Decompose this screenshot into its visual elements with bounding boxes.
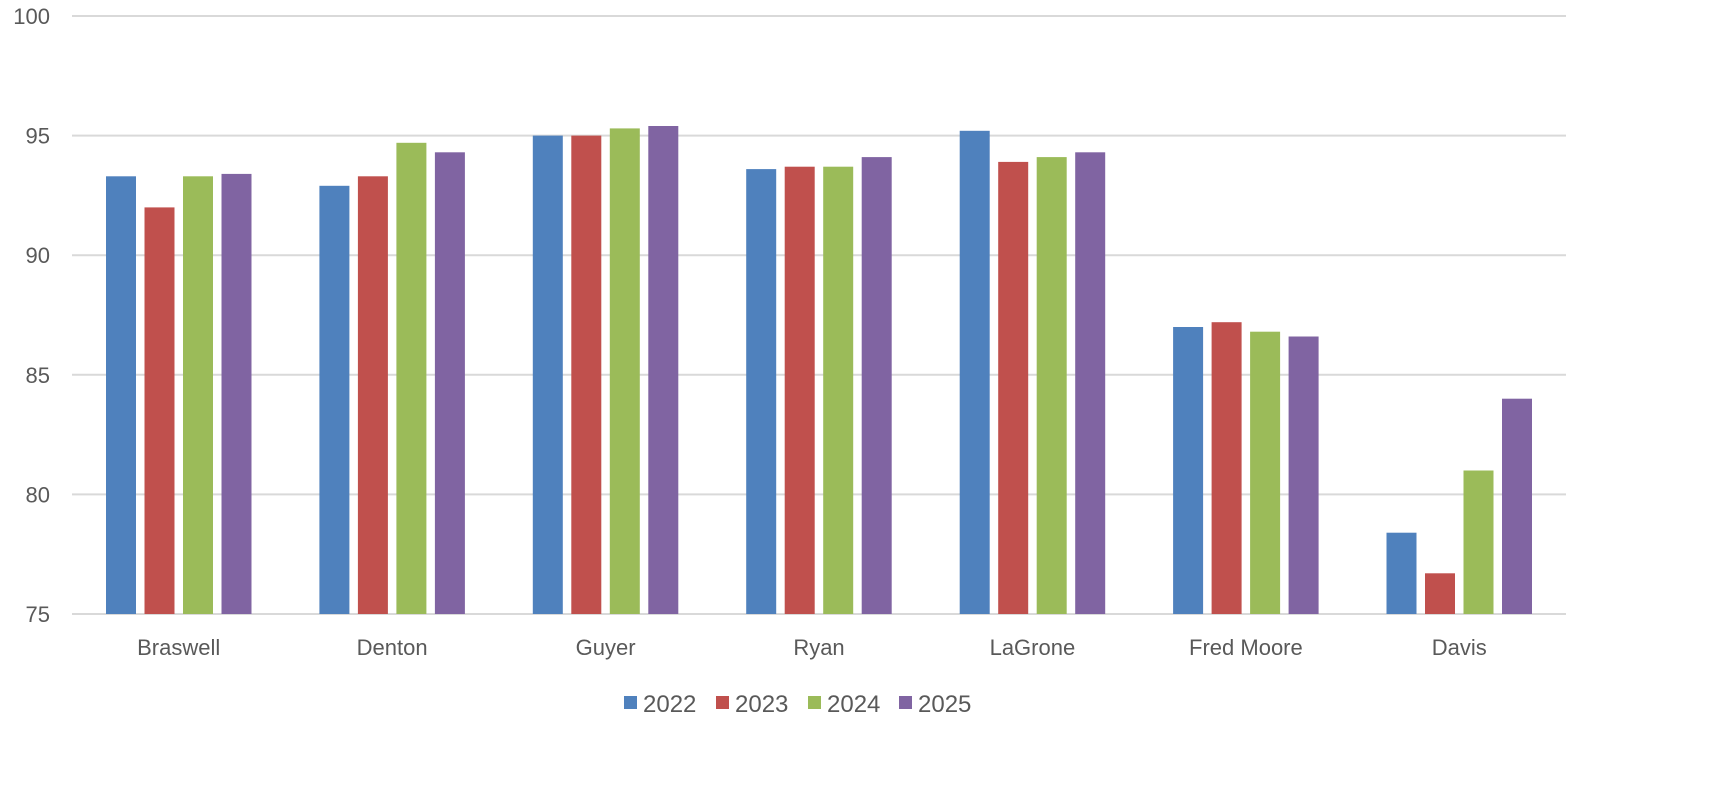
legend-label-2022: 2022 xyxy=(643,691,696,718)
x-tick-label: Denton xyxy=(357,635,428,660)
bar-2023-fred-moore xyxy=(1211,322,1242,614)
bar-2024-lagrone xyxy=(1036,157,1067,614)
bar-2025-lagrone xyxy=(1075,152,1106,615)
bar-2025-guyer xyxy=(648,126,679,614)
bar-2024-denton xyxy=(396,142,427,615)
y-tick-label: 90 xyxy=(26,243,50,268)
bar-2024-braswell xyxy=(183,176,213,615)
legend-swatch-2022 xyxy=(624,696,637,709)
bar-2022-ryan xyxy=(746,169,777,614)
bar-2023-ryan xyxy=(784,166,815,614)
x-tick-label: Braswell xyxy=(137,635,220,660)
legend-swatch-2024 xyxy=(808,696,821,709)
bar-2022-davis xyxy=(1386,532,1417,614)
y-tick-label: 100 xyxy=(13,4,50,29)
y-tick-label: 85 xyxy=(26,363,50,388)
legend-label-2024: 2024 xyxy=(827,691,880,718)
bar-2023-lagrone xyxy=(998,161,1029,614)
x-tick-label: LaGrone xyxy=(990,635,1076,660)
bar-2025-fred-moore xyxy=(1288,336,1319,614)
legend-label-2025: 2025 xyxy=(918,691,971,718)
bar-2024-davis xyxy=(1463,470,1494,614)
bar-2025-davis xyxy=(1502,398,1532,614)
y-tick-label: 95 xyxy=(26,124,50,149)
y-tick-label: 75 xyxy=(26,602,50,627)
bar-2022-braswell xyxy=(106,176,136,615)
bar-2024-ryan xyxy=(823,166,854,614)
bar-2025-ryan xyxy=(861,157,892,614)
bar-2023-davis xyxy=(1425,573,1455,614)
x-tick-label: Ryan xyxy=(793,635,844,660)
bar-2022-fred-moore xyxy=(1173,327,1204,614)
legend-swatch-2023 xyxy=(716,696,729,709)
bar-2023-guyer xyxy=(571,135,602,614)
x-tick-label: Davis xyxy=(1432,635,1487,660)
bar-2025-braswell xyxy=(221,173,252,614)
legend-label-2023: 2023 xyxy=(735,691,788,718)
bar-2024-guyer xyxy=(609,128,640,614)
legend-swatch-2025 xyxy=(899,696,912,709)
x-tick-label: Guyer xyxy=(576,635,636,660)
bar-2022-lagrone xyxy=(959,130,990,615)
bar-2023-braswell xyxy=(144,207,175,614)
y-tick-label: 80 xyxy=(26,482,50,507)
bar-2023-denton xyxy=(357,176,388,615)
bar-2022-denton xyxy=(319,185,350,615)
bar-2024-fred-moore xyxy=(1250,331,1281,614)
bar-2025-denton xyxy=(434,152,465,615)
x-tick-label: Fred Moore xyxy=(1189,635,1303,660)
bar-2022-guyer xyxy=(532,135,563,614)
